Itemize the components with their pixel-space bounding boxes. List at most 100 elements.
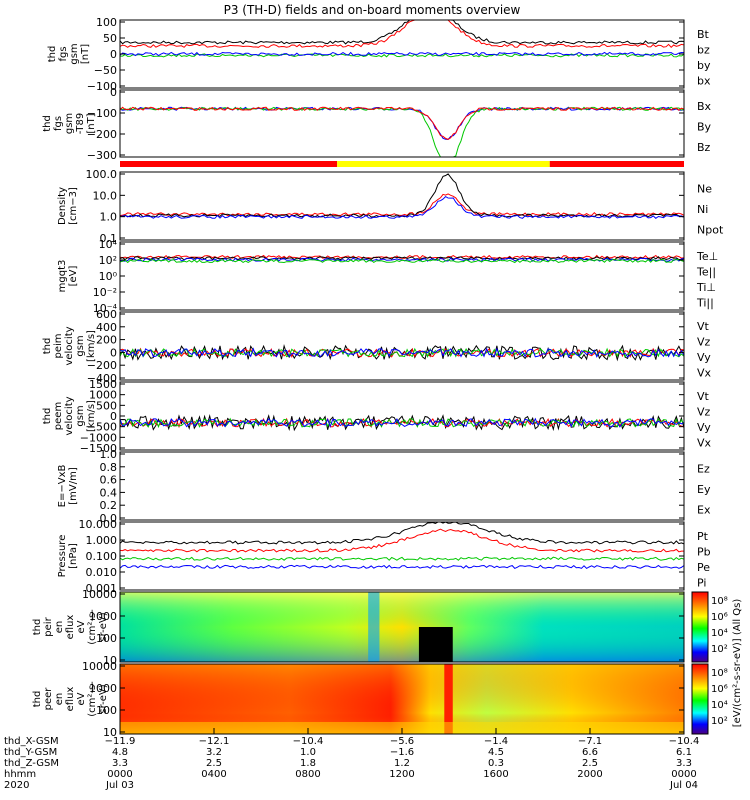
ylabel-peer-3: eflux <box>65 687 76 712</box>
colorbar-bottom-tick-3: 10² <box>711 716 728 727</box>
legend-temp-0: Te⊥ <box>696 250 718 263</box>
ytick-label-peir-0: 10000 <box>82 588 117 601</box>
panel-frame-fgs_t89 <box>119 89 685 158</box>
ylabel-peir-4: eV <box>76 620 87 633</box>
chart-title: P3 (TH-D) fields and on-board moments ov… <box>224 3 521 17</box>
ytick-label-fgs_t89-1: −100 <box>87 107 117 120</box>
ytick-label-peim_vel-3: 0 <box>110 346 117 359</box>
ytick-label-density-3: 0.1 <box>100 232 118 245</box>
ylabel-fgs-3: [nT] <box>80 44 91 64</box>
ytick-label-efield-2: 0.6 <box>100 474 118 487</box>
ytick-label-peir-3: 10 <box>103 654 117 667</box>
ytick-label-peim_vel-4: −200 <box>87 359 117 372</box>
colorbar-bottom-tick-0: 10⁸ <box>711 668 728 679</box>
ylabel-peim_vel-4: [km/s] <box>86 330 97 362</box>
xtick-z-3: 1.2 <box>394 758 410 769</box>
legend-fgs-3: bx <box>697 74 711 87</box>
ytick-label-peer-3: 10 <box>103 726 117 739</box>
legend-pressure-1: Pb <box>697 545 711 558</box>
legend-efield-1: Ey <box>697 483 711 496</box>
colorbar-gradient-2 <box>691 663 709 735</box>
ytick-label-temp-2: 10⁰ <box>99 270 118 283</box>
legend-temp-1: Te|| <box>696 265 716 278</box>
ylabel-peer-0: thd <box>32 691 43 708</box>
panel-frame-efield <box>119 451 685 521</box>
ylabel-peem_vel-3: gsm <box>75 405 86 426</box>
panel-pressure: 10.000 1.000 0.100 0.010 0.001 Pressure [nPa] P… <box>57 518 711 595</box>
xtick-z-4: 0.3 <box>488 758 504 769</box>
legend-peem_vel-0: Vt <box>697 390 710 403</box>
ylabel-temp-0: mgqt3 <box>57 260 68 293</box>
xtick-x-3: −5.6 <box>390 736 414 747</box>
series-fgs_t89-By <box>119 106 685 158</box>
x-row-label-4: 2020 <box>4 780 29 791</box>
xtick-y-2: 1.0 <box>300 747 316 758</box>
spectrogram-peir-overlay <box>120 592 684 662</box>
colorbar-gradient <box>691 591 709 663</box>
ylabel-pressure-0: Pressure <box>57 535 68 578</box>
ytick-label-temp-0: 10⁴ <box>99 238 118 251</box>
ytick-label-peem_vel-2: 500 <box>96 399 117 412</box>
ytick-label-peem_vel-6: −1500 <box>80 442 117 455</box>
panel-frame-density <box>119 171 685 241</box>
xtick-y-0: 4.8 <box>112 747 128 758</box>
ylabel-peim_vel-0: thd <box>42 338 53 355</box>
mode-bar-segment-1 <box>337 161 550 167</box>
ylabel-fgs-2: gsm <box>69 43 80 64</box>
colorbar-top-tick-0: 10⁸ <box>711 596 728 607</box>
ytick-label-peem_vel-5: −1000 <box>80 431 117 444</box>
ytick-label-peer-0: 10000 <box>82 660 117 673</box>
ytick-label-pressure-0: 10.000 <box>79 518 118 531</box>
ytick-label-temp-3: 10⁻² <box>93 286 117 299</box>
xtick-x-4: −1.4 <box>484 736 508 747</box>
xtick-date-6: Jul 04 <box>669 780 698 791</box>
ytick-label-pressure-4: 0.001 <box>86 582 118 595</box>
ylabel-fgs_t89-1: fgs <box>53 116 64 131</box>
ytick-label-temp-4: 10⁻⁴ <box>93 302 118 315</box>
ytick-label-peem_vel-4: −500 <box>87 421 117 434</box>
legend-pressure-2: Pe <box>697 561 710 574</box>
x-row-label-2: thd_Z-GSM <box>4 758 59 769</box>
mode-bar-segment-2 <box>549 161 684 167</box>
panel-frame-peir <box>119 591 685 663</box>
legend-temp-2: Ti⊥ <box>696 281 716 294</box>
xtick-hhmm-5: 2000 <box>577 769 602 780</box>
xtick-hhmm-1: 0400 <box>201 769 226 780</box>
ytick-label-fgs-2: 0 <box>110 48 117 61</box>
panel-peir: 10000 1000 100 10 thd peir en eflux eV (cm²-s-sr-… <box>32 588 685 667</box>
xtick-y-5: 6.6 <box>582 747 598 758</box>
series-fgs_t89-Bz <box>119 106 685 140</box>
x-row-label-1: thd_Y-GSM <box>4 747 57 758</box>
ylabel-pressure-1: [nPa] <box>68 543 79 569</box>
ytick-label-fgs_t89-2: −200 <box>87 128 117 141</box>
xtick-hhmm-6: 0000 <box>671 769 696 780</box>
xtick-y-3: −1.6 <box>390 747 414 758</box>
series-peem_vel-Vx <box>119 417 685 428</box>
ylabel-efield-0: E=−VxB <box>57 465 68 508</box>
ylabel-fgs-0: thd <box>47 46 58 63</box>
xtick-hhmm-3: 1200 <box>389 769 414 780</box>
ytick-label-pressure-1: 1.000 <box>86 534 118 547</box>
colorbar: [eV/(cm²-s-sr-eV)] (All Qs) 10⁸ 10⁶ 10⁴ 10²… <box>691 591 743 735</box>
series-fgs-bz <box>119 19 685 49</box>
colorbar-bottom-tick-1: 10⁶ <box>711 684 728 695</box>
ytick-label-fgs_t89-0: 0 <box>110 86 117 99</box>
panel-temp: 10⁴ 10² 10⁰ 10⁻² 10⁻⁴ mgqt3 [eV] Te⊥ Te|| Ti⊥ Ti|| <box>57 238 718 315</box>
ylabel-peer-4: eV <box>76 692 87 705</box>
panel-density: 100.0 10.0 1.0 0.1 Density [cm−3] Ne Ni Npot <box>57 168 724 245</box>
panel-fgs_t89: 0 −100 −200 −300 thd fgs gsm -T89 [nT] Bx By Bz <box>42 86 712 162</box>
ytick-label-density-1: 10.0 <box>93 189 118 202</box>
legend-density-1: Ni <box>697 203 708 216</box>
ytick-label-efield-1: 0.8 <box>100 461 118 474</box>
ylabel-peem_vel-0: thd <box>42 408 53 425</box>
legend-efield-0: Ez <box>697 462 710 475</box>
ytick-label-efield-5: 0.0 <box>100 512 118 525</box>
series-peim_vel-Vx <box>119 347 685 358</box>
ylabel-peir-6: sr-eV) <box>98 612 109 641</box>
xtick-y-6: 6.1 <box>676 747 692 758</box>
ytick-label-density-2: 1.0 <box>100 211 118 224</box>
